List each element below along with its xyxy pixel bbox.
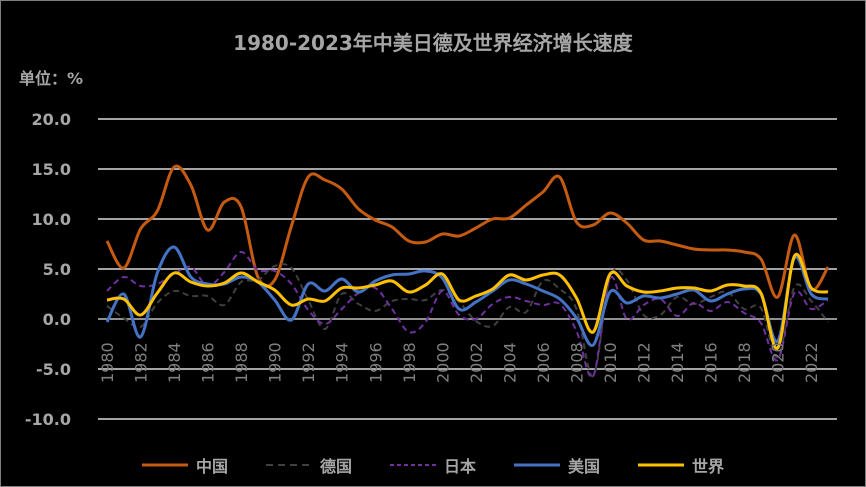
y-tick-label: 5.0 bbox=[43, 260, 71, 279]
x-tick-label: 2004 bbox=[500, 342, 519, 383]
x-tick-label: 2022 bbox=[802, 342, 821, 383]
y-tick-label: 10.0 bbox=[32, 210, 71, 229]
x-tick-label: 1998 bbox=[400, 342, 419, 383]
legend-item: 德国 bbox=[265, 453, 352, 477]
legend-label: 中国 bbox=[195, 457, 228, 476]
legend-item: 世界 bbox=[638, 453, 724, 477]
x-tick-label: 2014 bbox=[668, 342, 687, 383]
x-tick-label: 2018 bbox=[735, 342, 754, 383]
x-tick-label: 1992 bbox=[299, 342, 318, 383]
x-tick-label: 1984 bbox=[165, 342, 184, 383]
legend-swatch bbox=[638, 463, 685, 467]
x-tick-label: 2010 bbox=[601, 342, 620, 383]
x-tick-label: 1986 bbox=[199, 342, 218, 383]
legend-label: 美国 bbox=[568, 457, 601, 476]
x-tick-label: 2020 bbox=[769, 342, 788, 383]
legend-label: 世界 bbox=[692, 457, 725, 476]
legend-item: 日本 bbox=[389, 453, 476, 477]
y-tick-label: 15.0 bbox=[32, 160, 71, 179]
series-line-2 bbox=[106, 251, 829, 379]
x-tick-label: 2016 bbox=[702, 342, 721, 383]
legend-label: 德国 bbox=[319, 457, 352, 476]
y-tick-label: 20.0 bbox=[32, 110, 71, 129]
series-line-0 bbox=[105, 164, 830, 299]
x-tick-label: 1990 bbox=[266, 342, 285, 383]
legend-swatch bbox=[514, 463, 560, 467]
legend: 中国 德国 日本 美国 世界 bbox=[1, 453, 865, 477]
x-tick-label: 1982 bbox=[132, 342, 151, 383]
y-tick-label: 0.0 bbox=[43, 310, 71, 329]
x-tick-label: 1988 bbox=[232, 342, 251, 383]
y-tick-label: -5.0 bbox=[36, 360, 71, 379]
legend-swatch bbox=[141, 463, 188, 467]
series-line-4 bbox=[106, 252, 829, 350]
x-tick-label: 2008 bbox=[567, 342, 586, 383]
legend-item: 美国 bbox=[514, 453, 600, 477]
legend-label: 日本 bbox=[443, 457, 476, 476]
x-tick-label: 2002 bbox=[467, 342, 486, 383]
x-tick-label: 2012 bbox=[635, 342, 654, 383]
legend-item: 中国 bbox=[141, 453, 228, 477]
x-tick-label: 2006 bbox=[534, 342, 553, 383]
x-tick-label: 1980 bbox=[98, 342, 117, 383]
chart-title: 1980-2023年中美日德及世界经济增长速度 bbox=[233, 31, 633, 55]
legend-swatch bbox=[265, 464, 312, 466]
y-tick-label: -10.0 bbox=[25, 410, 71, 429]
x-tick-label: 1994 bbox=[333, 342, 352, 383]
x-tick-label: 2000 bbox=[433, 342, 452, 383]
y-axis-unit-label: 单位：% bbox=[19, 69, 84, 88]
legend-swatch bbox=[389, 464, 436, 466]
series-line-3 bbox=[105, 245, 829, 347]
x-tick-label: 1996 bbox=[366, 342, 385, 383]
